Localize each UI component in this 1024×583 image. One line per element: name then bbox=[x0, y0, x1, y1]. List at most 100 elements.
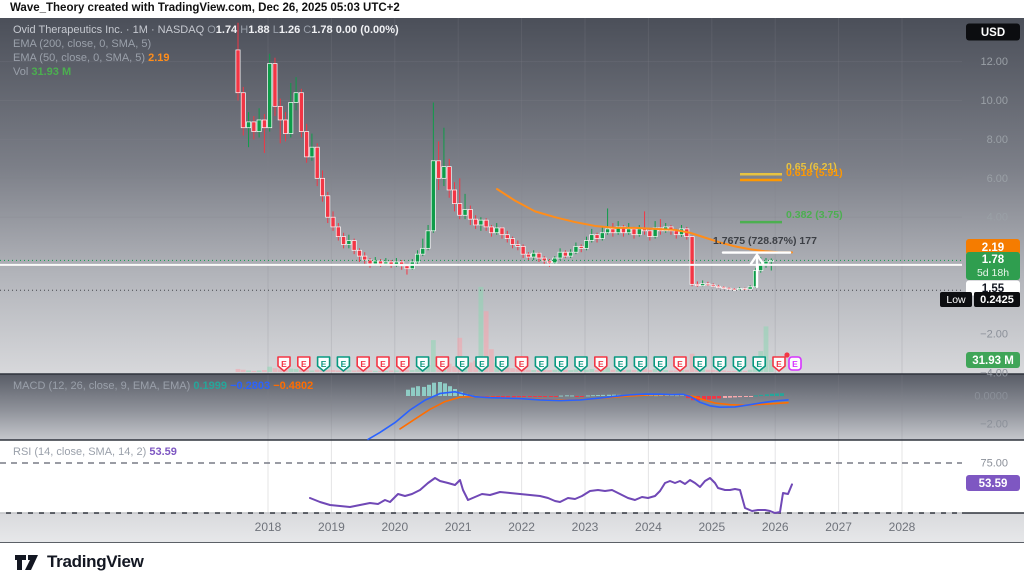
svg-text:2024: 2024 bbox=[635, 520, 662, 534]
low-axis-badge: Low 0.2425 bbox=[940, 292, 1020, 307]
svg-text:E: E bbox=[756, 359, 762, 369]
macd-hist-value: 0.1999 bbox=[193, 380, 227, 392]
svg-text:12.00: 12.00 bbox=[980, 56, 1008, 68]
volume-axis-badge: 31.93 M bbox=[966, 352, 1020, 368]
time-axis[interactable] bbox=[0, 513, 1024, 543]
svg-text:1.78: 1.78 bbox=[982, 254, 1005, 266]
svg-text:E: E bbox=[618, 359, 624, 369]
high-label: H bbox=[240, 24, 249, 36]
svg-text:4.00: 4.00 bbox=[987, 212, 1008, 224]
symbol-title: Ovid Therapeutics Inc. · 1M · NASDAQ bbox=[13, 24, 205, 36]
fib-ext-label: 1.7675 (728.87%) 177 bbox=[713, 235, 817, 247]
hline-axis-badge: 1.55 bbox=[966, 280, 1020, 296]
rsi-value: 53.59 bbox=[149, 446, 177, 458]
rsi-legend[interactable]: RSI (14, close, SMA, 14, 2) 53.59 bbox=[13, 445, 177, 459]
svg-text:E: E bbox=[281, 359, 287, 369]
svg-text:E: E bbox=[717, 359, 723, 369]
svg-text:10.00: 10.00 bbox=[980, 95, 1008, 107]
rsi-plot bbox=[0, 462, 962, 514]
ema200-row[interactable]: EMA (200, close, 0, SMA, 5) bbox=[13, 37, 399, 51]
main-price-pane[interactable] bbox=[0, 18, 1024, 374]
svg-text:E: E bbox=[677, 359, 683, 369]
fib-levels: 0.65 (6.21)0.618 (5.91) 0.382 (3.75) bbox=[740, 161, 843, 224]
footer-bar: TradingView bbox=[0, 543, 1024, 583]
svg-text:75.00: 75.00 bbox=[980, 458, 1008, 470]
svg-text:E: E bbox=[776, 359, 782, 369]
svg-text:2021: 2021 bbox=[445, 520, 472, 534]
svg-text:E: E bbox=[499, 359, 505, 369]
volume-label: Vol bbox=[13, 66, 29, 78]
volume-row[interactable]: Vol 31.93 M bbox=[13, 65, 399, 79]
svg-text:2027: 2027 bbox=[825, 520, 852, 534]
macd-plot bbox=[0, 382, 962, 441]
open-label: O bbox=[207, 24, 216, 36]
svg-text:E: E bbox=[578, 359, 584, 369]
svg-text:2018: 2018 bbox=[255, 520, 282, 534]
svg-text:E: E bbox=[792, 359, 798, 369]
svg-text:1.7675 (728.87%) 177: 1.7675 (728.87%) 177 bbox=[713, 235, 817, 247]
svg-text:6.00: 6.00 bbox=[987, 173, 1008, 185]
svg-text:E: E bbox=[459, 359, 465, 369]
close-label: C bbox=[303, 24, 312, 36]
arrow-drawing bbox=[721, 251, 792, 289]
svg-text:E: E bbox=[341, 359, 347, 369]
ema50-label: EMA (50, close, 0, SMA, 5) bbox=[13, 52, 146, 64]
svg-text:−2.00: −2.00 bbox=[980, 419, 1008, 431]
macd-pane[interactable] bbox=[0, 374, 1024, 440]
svg-text:E: E bbox=[479, 359, 485, 369]
ema200-label: EMA (200, close, 0, SMA, 5) bbox=[13, 38, 152, 50]
tradingview-logo-icon bbox=[15, 554, 38, 570]
svg-text:E: E bbox=[301, 359, 307, 369]
tradingview-logo[interactable]: TradingView bbox=[14, 552, 144, 572]
year-labels: 2018 2019 2020 2021 2022 2023 2024 2025 2026 2027… bbox=[255, 520, 916, 534]
svg-text:E: E bbox=[360, 359, 366, 369]
macd-signal-value: −0.4802 bbox=[273, 380, 314, 392]
attribution-bar: Wave_Theory created with TradingView.com… bbox=[0, 0, 1024, 18]
svg-text:E: E bbox=[638, 359, 644, 369]
svg-text:E: E bbox=[657, 359, 663, 369]
svg-text:2.19: 2.19 bbox=[982, 242, 1004, 254]
svg-text:E: E bbox=[737, 359, 743, 369]
macd-line-value: −0.2803 bbox=[230, 380, 271, 392]
svg-text:53.59: 53.59 bbox=[979, 478, 1008, 490]
svg-text:2020: 2020 bbox=[381, 520, 408, 534]
svg-text:2028: 2028 bbox=[889, 520, 916, 534]
svg-text:0.382 (3.75): 0.382 (3.75) bbox=[786, 209, 843, 221]
svg-text:−4.00: −4.00 bbox=[980, 367, 1008, 379]
macd-label: MACD (12, 26, close, 9, EMA, EMA) bbox=[13, 380, 191, 392]
attribution-text: Wave_Theory created with TradingView.com… bbox=[10, 2, 400, 14]
high-value: 1.88 bbox=[248, 24, 270, 36]
symbol-row[interactable]: Ovid Therapeutics Inc. · 1M · NASDAQ O1.… bbox=[13, 23, 399, 37]
svg-text:E: E bbox=[400, 359, 406, 369]
rsi-label: RSI (14, close, SMA, 14, 2) bbox=[13, 446, 147, 458]
ema50-axis-badge: 2.19 bbox=[966, 239, 1020, 255]
macd-legend[interactable]: MACD (12, 26, close, 9, EMA, EMA) 0.1999… bbox=[13, 379, 313, 393]
svg-text:2022: 2022 bbox=[508, 520, 535, 534]
svg-text:E: E bbox=[420, 359, 426, 369]
svg-text:0.0000: 0.0000 bbox=[974, 391, 1008, 403]
svg-text:E: E bbox=[440, 359, 446, 369]
svg-text:2019: 2019 bbox=[318, 520, 345, 534]
svg-text:−2.00: −2.00 bbox=[980, 328, 1008, 340]
ema50-value: 2.19 bbox=[148, 52, 170, 64]
main-legend: Ovid Therapeutics Inc. · 1M · NASDAQ O1.… bbox=[13, 23, 399, 79]
svg-text:Low: Low bbox=[946, 294, 966, 306]
rsi-axis-badge: 53.59 bbox=[966, 475, 1020, 491]
close-value: 1.78 bbox=[311, 24, 333, 36]
svg-text:E: E bbox=[380, 359, 386, 369]
svg-text:8.00: 8.00 bbox=[987, 134, 1008, 146]
svg-text:USD: USD bbox=[981, 27, 1005, 39]
volume-value: 31.93 M bbox=[31, 66, 72, 78]
ema50-row[interactable]: EMA (50, close, 0, SMA, 5) 2.19 bbox=[13, 51, 399, 65]
svg-text:0.2425: 0.2425 bbox=[980, 294, 1014, 306]
svg-text:31.93 M: 31.93 M bbox=[972, 355, 1014, 367]
svg-text:1.55: 1.55 bbox=[982, 283, 1005, 295]
open-value: 1.74 bbox=[215, 24, 238, 36]
svg-text:E: E bbox=[558, 359, 564, 369]
svg-text:E: E bbox=[321, 359, 327, 369]
